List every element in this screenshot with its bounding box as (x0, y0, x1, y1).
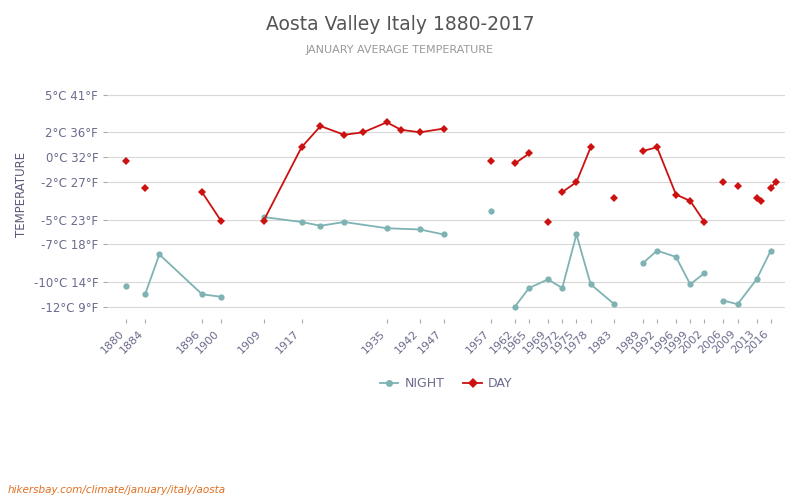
Y-axis label: TEMPERATURE: TEMPERATURE (15, 152, 28, 237)
Text: Aosta Valley Italy 1880-2017: Aosta Valley Italy 1880-2017 (266, 15, 534, 34)
Text: hikersbay.com/climate/january/italy/aosta: hikersbay.com/climate/january/italy/aost… (8, 485, 226, 495)
Legend: NIGHT, DAY: NIGHT, DAY (374, 372, 518, 395)
Text: JANUARY AVERAGE TEMPERATURE: JANUARY AVERAGE TEMPERATURE (306, 45, 494, 55)
